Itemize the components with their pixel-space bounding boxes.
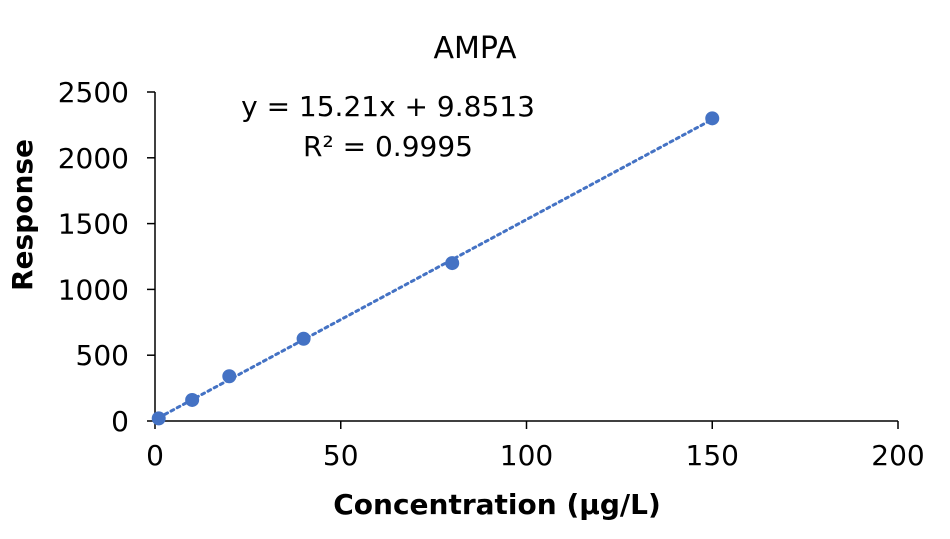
trendline-r2: R² = 0.9995 xyxy=(303,130,473,163)
trendline-equation: y = 15.21x + 9.8513 xyxy=(241,90,535,123)
y-tick-label: 2500 xyxy=(58,76,129,109)
data-point xyxy=(445,256,460,271)
chart-title: AMPA xyxy=(433,31,517,66)
x-tick-label: 150 xyxy=(686,439,739,472)
x-axis-title: Concentration (µg/L) xyxy=(333,488,661,521)
data-point xyxy=(222,369,237,384)
y-tick-label: 500 xyxy=(76,339,129,372)
y-ticks: 0 500 1000 1500 2000 2500 xyxy=(58,76,155,438)
x-tick-label: 50 xyxy=(323,439,359,472)
x-tick-label: 200 xyxy=(871,439,924,472)
data-points xyxy=(151,111,720,426)
y-tick-label: 2000 xyxy=(58,142,129,175)
data-point xyxy=(296,331,311,346)
trendline xyxy=(157,117,714,420)
data-point xyxy=(151,411,166,426)
data-point xyxy=(705,111,720,126)
x-tick-label: 100 xyxy=(500,439,553,472)
x-tick-label: 0 xyxy=(146,439,164,472)
y-tick-label: 1500 xyxy=(58,208,129,241)
y-tick-label: 1000 xyxy=(58,273,129,306)
axes xyxy=(154,92,898,422)
x-ticks: 0 50 100 150 200 xyxy=(146,421,925,472)
y-tick-label: 0 xyxy=(111,405,129,438)
y-axis-title: Response xyxy=(6,139,39,291)
data-point xyxy=(185,392,200,407)
